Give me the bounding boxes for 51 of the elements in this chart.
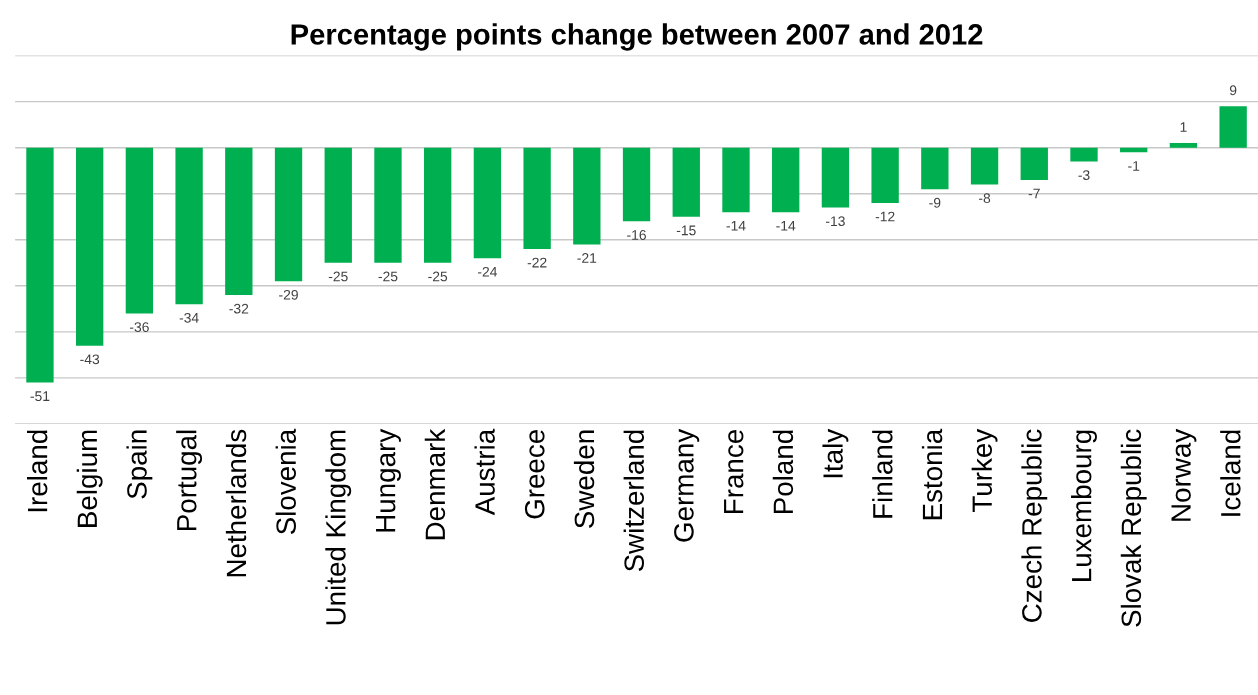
- data-label: -8: [979, 193, 991, 204]
- x-tick-label: Greece: [524, 430, 545, 519]
- x-tick-label: Norway: [1171, 428, 1197, 521]
- chart-title: Percentage points change between 2007 and 2012: [291, 23, 983, 51]
- x-tick-label: Germany: [674, 428, 700, 542]
- x-tick-label: Portugal: [176, 430, 203, 530]
- x-tick-label: Iceland: [1220, 430, 1241, 516]
- data-label: -36: [129, 322, 149, 332]
- data-label: -16: [627, 230, 646, 240]
- data-label: 9: [1229, 85, 1237, 96]
- x-tick-label: Hungary: [376, 428, 401, 532]
- x-tick-label: Spain: [126, 430, 153, 499]
- data-label: -43: [80, 354, 100, 365]
- x-tick-label: Turkey: [971, 428, 998, 513]
- data-label: -21: [577, 253, 597, 263]
- data-label: -22: [527, 257, 547, 268]
- data-label: -1: [1128, 161, 1140, 171]
- x-tick-label: Czech Republic: [1021, 429, 1048, 622]
- x-tick-label: Netherlands: [225, 429, 247, 577]
- x-tick-label: United Kingdom: [325, 430, 352, 625]
- data-label: 1: [1180, 122, 1187, 132]
- data-label: -25: [428, 271, 448, 282]
- x-tick-label: Switzerland: [623, 430, 644, 572]
- data-label: -32: [229, 303, 249, 314]
- x-tick-label: Denmark: [424, 428, 446, 540]
- data-label: -25: [378, 271, 398, 282]
- x-tick-label: Poland: [772, 430, 794, 514]
- data-label: -13: [825, 216, 845, 227]
- x-tick-label: Italy: [822, 428, 849, 478]
- data-label: -34: [179, 312, 199, 323]
- data-label: -14: [726, 220, 746, 231]
- x-tick-label: France: [724, 430, 744, 513]
- x-tick-label: Luxembourg: [1071, 430, 1097, 581]
- data-label: -25: [328, 271, 348, 282]
- x-tick-label: Austria: [474, 428, 495, 516]
- x-tick-label: Slovenia: [275, 428, 296, 535]
- x-tick-label: Ireland: [27, 430, 48, 512]
- data-label: -15: [676, 225, 696, 236]
- x-tick-label: Sweden: [573, 430, 595, 528]
- x-tick-label: Finland: [872, 430, 893, 518]
- x-tick-label: Estonia: [921, 428, 943, 520]
- data-label: -14: [776, 220, 796, 231]
- x-tick-label: Slovak Republic: [1120, 429, 1147, 627]
- data-label: -7: [1028, 188, 1040, 199]
- data-label: -51: [30, 391, 50, 402]
- data-label: -3: [1078, 170, 1090, 181]
- data-label: -24: [477, 266, 498, 277]
- data-label: -12: [875, 211, 895, 222]
- x-tick-label: Belgium: [76, 430, 103, 527]
- data-label: -9: [929, 197, 941, 208]
- data-label: -29: [279, 289, 298, 300]
